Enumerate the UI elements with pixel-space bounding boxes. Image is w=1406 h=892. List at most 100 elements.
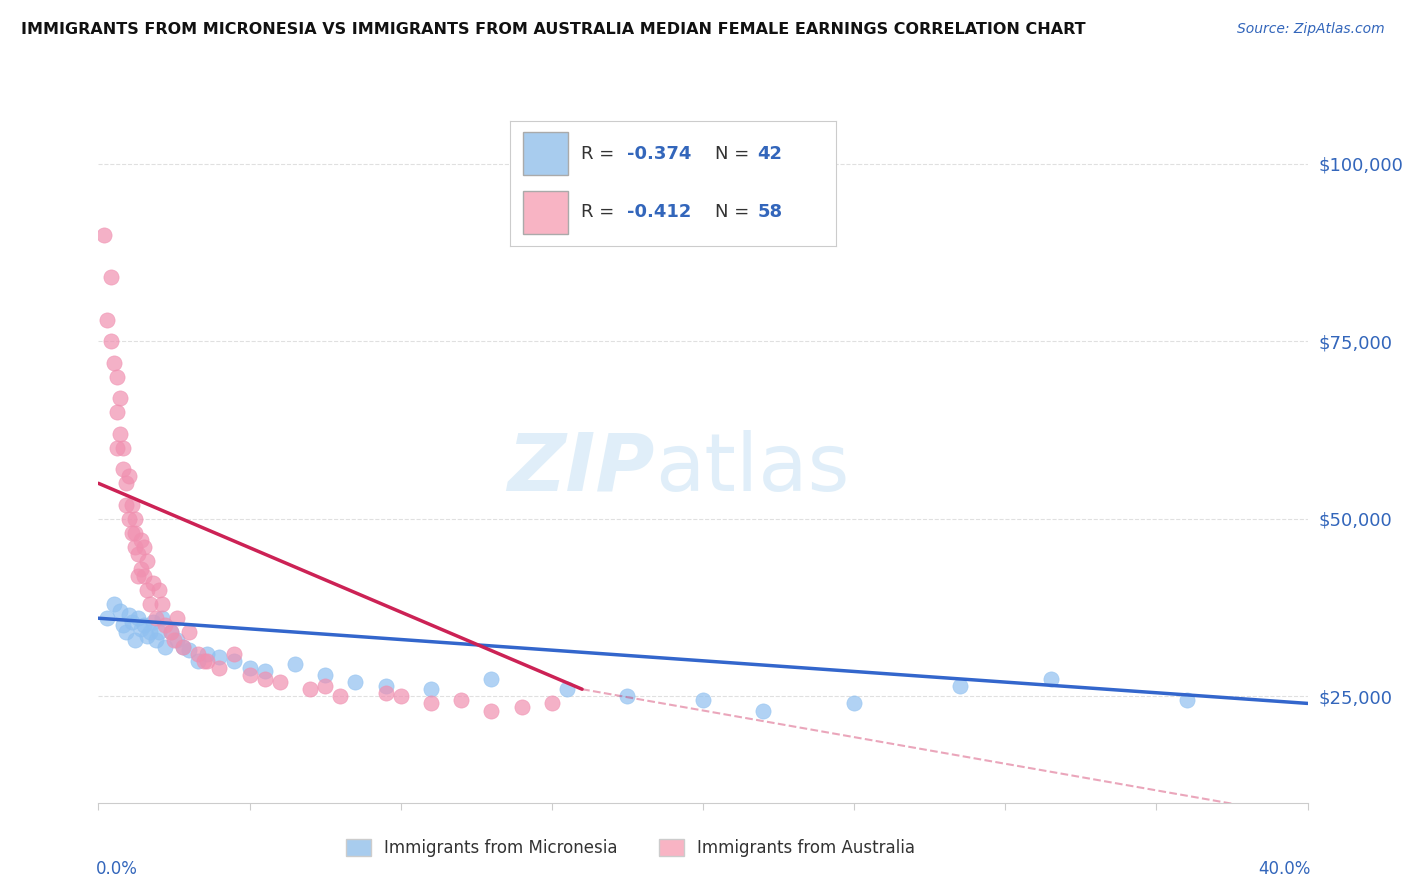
Point <box>299 682 322 697</box>
Point <box>103 356 125 370</box>
Point <box>616 690 638 704</box>
Point <box>844 697 866 711</box>
Text: Source: ZipAtlas.com: Source: ZipAtlas.com <box>1237 22 1385 37</box>
Legend: Immigrants from Micronesia, Immigrants from Australia: Immigrants from Micronesia, Immigrants f… <box>339 832 922 864</box>
Point <box>139 597 162 611</box>
Point <box>555 682 578 697</box>
Point <box>450 693 472 707</box>
Point <box>195 654 218 668</box>
Point <box>314 679 336 693</box>
Text: ZIP: ZIP <box>508 430 655 508</box>
Point <box>135 554 157 568</box>
Point <box>124 540 146 554</box>
Point <box>118 512 141 526</box>
Point <box>96 313 118 327</box>
Point <box>111 618 134 632</box>
Point <box>420 697 443 711</box>
Point <box>160 625 183 640</box>
Point <box>111 462 134 476</box>
Point <box>172 640 194 654</box>
Point <box>135 629 157 643</box>
Point <box>118 607 141 622</box>
Point <box>179 643 201 657</box>
Point <box>1039 672 1062 686</box>
Point <box>374 686 396 700</box>
Point <box>153 618 176 632</box>
Point <box>239 661 262 675</box>
Point <box>344 675 367 690</box>
Point <box>166 611 188 625</box>
Point <box>187 647 209 661</box>
Point <box>96 611 118 625</box>
Point <box>208 661 231 675</box>
Point <box>172 640 194 654</box>
Point <box>253 672 276 686</box>
Point <box>253 665 276 679</box>
Point <box>148 582 170 597</box>
Point <box>195 647 218 661</box>
Point <box>114 625 136 640</box>
Point <box>510 700 533 714</box>
Point <box>127 547 149 561</box>
Point <box>127 611 149 625</box>
Point <box>949 679 972 693</box>
Point <box>105 405 128 419</box>
Point <box>145 632 167 647</box>
Point <box>139 625 162 640</box>
Point <box>540 697 562 711</box>
Text: 0.0%: 0.0% <box>96 860 138 878</box>
Point <box>124 632 146 647</box>
Point <box>121 526 143 541</box>
Point <box>108 426 131 441</box>
Point <box>148 625 170 640</box>
Point <box>129 533 152 548</box>
Point <box>121 615 143 629</box>
Point <box>314 668 336 682</box>
Text: IMMIGRANTS FROM MICRONESIA VS IMMIGRANTS FROM AUSTRALIA MEDIAN FEMALE EARNINGS C: IMMIGRANTS FROM MICRONESIA VS IMMIGRANTS… <box>21 22 1085 37</box>
Point <box>114 476 136 491</box>
Point <box>481 672 503 686</box>
Point <box>163 632 186 647</box>
Point <box>166 632 188 647</box>
Point <box>142 575 165 590</box>
Point <box>132 618 155 632</box>
Point <box>108 391 131 405</box>
Point <box>208 650 231 665</box>
Point <box>114 498 136 512</box>
Point <box>224 654 246 668</box>
Point <box>239 668 262 682</box>
Text: 40.0%: 40.0% <box>1258 860 1310 878</box>
Point <box>150 597 173 611</box>
Point <box>111 441 134 455</box>
Point <box>179 625 201 640</box>
Point <box>752 704 775 718</box>
Point <box>105 441 128 455</box>
Point <box>389 690 412 704</box>
Point <box>100 334 122 349</box>
Point <box>132 568 155 582</box>
Point <box>224 647 246 661</box>
Point <box>374 679 396 693</box>
Point <box>127 568 149 582</box>
Point <box>160 625 183 640</box>
Point <box>481 704 503 718</box>
Point <box>420 682 443 697</box>
Point <box>135 582 157 597</box>
Point <box>142 615 165 629</box>
Point <box>129 561 152 575</box>
Point <box>150 611 173 625</box>
Point <box>105 369 128 384</box>
Point <box>121 498 143 512</box>
Point <box>284 657 307 672</box>
Point <box>118 469 141 483</box>
Point <box>329 690 352 704</box>
Point <box>124 526 146 541</box>
Point <box>1175 693 1198 707</box>
Point <box>153 640 176 654</box>
Point <box>108 604 131 618</box>
Point <box>692 693 714 707</box>
Point <box>145 611 167 625</box>
Point <box>129 622 152 636</box>
Point <box>132 540 155 554</box>
Point <box>100 270 122 285</box>
